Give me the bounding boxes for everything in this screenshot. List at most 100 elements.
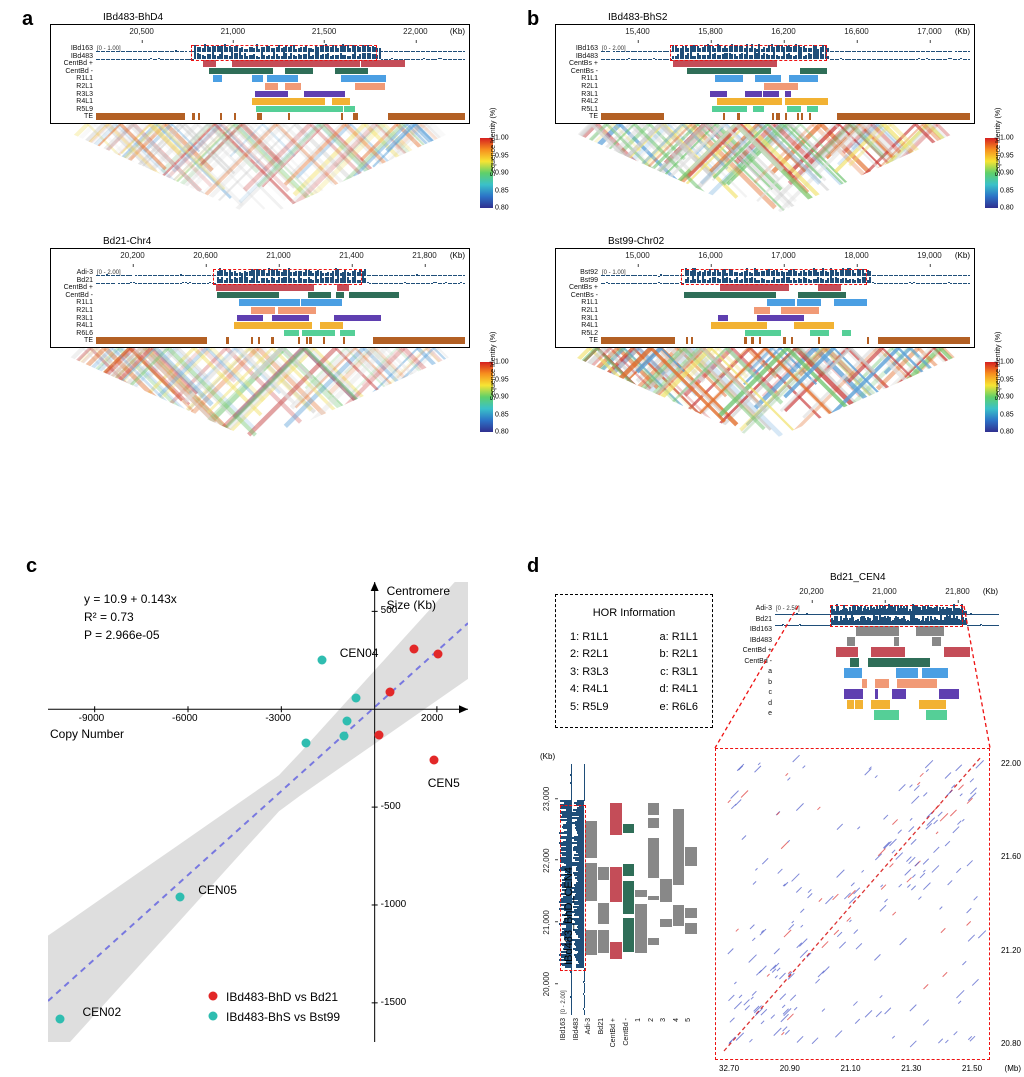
legend-tick: 0.95 [1000,152,1014,159]
point-label: CEN05 [198,883,237,897]
track-row [660,764,672,1015]
legend-tick: 0.90 [495,394,509,401]
panel-label-d: d [527,555,539,578]
row-label: CentBd + [732,647,772,655]
track-row [648,764,660,1015]
legend-ticks: 0.800.850.900.951.00 [1000,362,1024,432]
track-row [96,322,465,329]
legend-caption: Sequence Identity (%) [490,108,497,177]
legend-tick: 0.95 [495,376,509,383]
axis-tick: 23,000 [542,787,551,811]
panel-label-c: c [26,555,37,578]
hor-right: a: R1L1 [659,629,698,647]
centromere-redbox [830,605,964,627]
track-row [635,764,647,1015]
track-row [775,700,998,710]
track-row [585,764,597,1015]
track-row [96,83,465,90]
legend-caption: Sequence Identity (%) [995,332,1002,401]
axis-tick: 15,800 [698,27,722,36]
identity-legend-a-bot: 0.800.850.900.951.00 Sequence Identity (… [480,362,498,432]
axis-unit: (Kb) [955,251,970,260]
identity-dotplot-b-bot [555,348,975,443]
track-row [601,307,970,314]
x-tick-label: 20.90 [780,1064,800,1073]
y-tick-label: 22.00 [1001,759,1021,768]
row-label: IBd163 [560,1018,568,1058]
track-row [96,68,465,75]
axis-tick: 20,600 [193,251,217,260]
axis-unit: (Kb) [983,587,998,596]
track-row [623,764,635,1015]
track-row [96,106,465,113]
hor-right: c: R3L1 [660,664,698,682]
axis-tick: 22,000 [403,27,427,36]
centromere-redbox [670,45,827,61]
track-row [601,322,970,329]
hor-right: e: R6L6 [659,699,698,717]
axis-unit: (Mb) [1005,1064,1021,1073]
hor-left: 3: R3L3 [570,664,609,682]
track-row [673,764,685,1015]
scatter-plot-c: y = 10.9 + 0.143x R² = 0.73 P = 2.966e-0… [48,582,468,1042]
scatter-point [386,687,395,696]
legend-tick: 0.95 [1000,376,1014,383]
row-label: IBd483 [732,637,772,645]
axis-tick: 15,000 [625,251,649,260]
legend-marker [209,992,218,1001]
track-row [601,337,970,344]
track-row [775,710,998,720]
axis-tick: 20,000 [542,972,551,996]
track-plot-d-top: Bd21_CEN4 (Kb) 20,20021,00021,800[0 - 2.… [730,585,1002,723]
hor-info-box: HOR Information 1: R1L1a: R1L12: R2L1b: … [555,594,713,728]
track-row [601,68,970,75]
legend-tick: 1.00 [1000,135,1014,142]
x-axis-label: Copy Number [50,727,124,741]
track-plot-b-bot: Bst99-Chr02 (Kb) 15,00016,00017,00018,00… [555,248,975,348]
row-label: CentBd - [623,1018,631,1058]
track-row [610,764,622,1015]
axis-unit: (Kb) [955,27,970,36]
scatter-point [342,716,351,725]
row-label: CentBd - [732,658,772,666]
legend-tick: 1.00 [495,359,509,366]
axis-unit: (Kb) [540,752,555,761]
axis-tick: 21,000 [542,910,551,934]
legend-tick: 0.85 [495,411,509,418]
x-tick-label: -9000 [79,713,105,724]
x-tick-label: 21.30 [901,1064,921,1073]
axis-tick: 20,200 [120,251,144,260]
row-label: e [732,710,772,718]
identity-dotplot-a-bot [50,348,470,443]
legend-tick: 1.00 [1000,359,1014,366]
point-label: CEN02 [82,1005,121,1019]
track-row [601,98,970,105]
row-label: TE [53,113,93,121]
legend-tick: 0.90 [1000,394,1014,401]
track-row [775,647,998,657]
axis-tick: 20,500 [129,27,153,36]
track-row [96,292,465,299]
track-row [601,83,970,90]
axis-tick: 20,200 [799,587,823,596]
identity-legend-a-top: 0.800.850.900.951.00 Sequence Identity (… [480,138,498,208]
scatter-point [409,644,418,653]
centromere-redbox [191,45,377,61]
hor-left: 4: R4L1 [570,681,609,699]
scatter-point [429,756,438,765]
track-row [601,113,970,120]
row-label: IBd483 [573,1018,581,1058]
axis-tick: 22,000 [542,848,551,872]
axis-tick: 16,000 [698,251,722,260]
track-row [601,75,970,82]
plot-title: Bst99-Chr02 [608,236,664,247]
row-label: c [732,689,772,697]
row-label: 4 [673,1018,681,1058]
legend-tick: 0.85 [495,187,509,194]
track-row [775,679,998,689]
axis-unit: (Kb) [450,251,465,260]
track-row [96,75,465,82]
row-label: TE [53,337,93,345]
axis-tick: 21,000 [872,587,896,596]
scatter-point [375,730,384,739]
